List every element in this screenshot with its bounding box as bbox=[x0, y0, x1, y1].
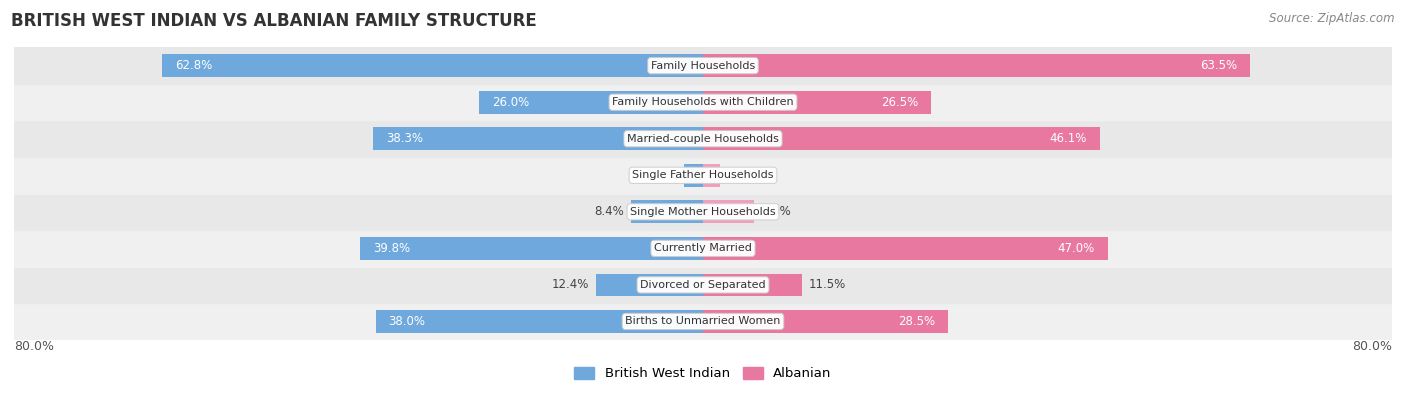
Text: Family Households: Family Households bbox=[651, 61, 755, 71]
Text: 38.3%: 38.3% bbox=[387, 132, 423, 145]
Text: 2.2%: 2.2% bbox=[647, 169, 678, 182]
Text: 8.4%: 8.4% bbox=[593, 205, 624, 218]
Bar bbox=[14, 303, 1392, 340]
Bar bbox=[703, 55, 1250, 77]
Bar bbox=[596, 274, 703, 296]
Text: 47.0%: 47.0% bbox=[1057, 242, 1095, 255]
Legend: British West Indian, Albanian: British West Indian, Albanian bbox=[569, 362, 837, 386]
Text: 26.5%: 26.5% bbox=[882, 96, 918, 109]
Bar bbox=[703, 237, 1108, 260]
Text: 46.1%: 46.1% bbox=[1050, 132, 1087, 145]
Bar bbox=[703, 128, 1099, 150]
Bar bbox=[703, 310, 949, 333]
Text: 2.0%: 2.0% bbox=[727, 169, 756, 182]
Text: Family Households with Children: Family Households with Children bbox=[612, 97, 794, 107]
Text: 80.0%: 80.0% bbox=[1353, 340, 1392, 353]
Bar bbox=[14, 157, 1392, 194]
Text: Single Father Households: Single Father Households bbox=[633, 170, 773, 180]
Text: Single Mother Households: Single Mother Households bbox=[630, 207, 776, 217]
Bar bbox=[703, 164, 720, 186]
Bar bbox=[703, 201, 754, 223]
Text: Married-couple Households: Married-couple Households bbox=[627, 134, 779, 144]
Bar bbox=[14, 84, 1392, 120]
Text: 38.0%: 38.0% bbox=[388, 315, 426, 328]
Text: 63.5%: 63.5% bbox=[1199, 59, 1237, 72]
Text: Births to Unmarried Women: Births to Unmarried Women bbox=[626, 316, 780, 326]
Bar bbox=[703, 274, 801, 296]
Text: 62.8%: 62.8% bbox=[176, 59, 212, 72]
Bar bbox=[479, 91, 703, 113]
Bar bbox=[14, 194, 1392, 230]
Text: 80.0%: 80.0% bbox=[14, 340, 53, 353]
Bar bbox=[373, 128, 703, 150]
Bar bbox=[360, 237, 703, 260]
Text: Currently Married: Currently Married bbox=[654, 243, 752, 253]
Bar bbox=[14, 120, 1392, 157]
Text: 5.9%: 5.9% bbox=[761, 205, 790, 218]
Text: Divorced or Separated: Divorced or Separated bbox=[640, 280, 766, 290]
Text: 28.5%: 28.5% bbox=[898, 315, 935, 328]
Bar bbox=[14, 230, 1392, 267]
Bar bbox=[162, 55, 703, 77]
Text: 39.8%: 39.8% bbox=[373, 242, 411, 255]
Bar bbox=[14, 47, 1392, 84]
Text: 26.0%: 26.0% bbox=[492, 96, 529, 109]
Bar bbox=[375, 310, 703, 333]
Bar bbox=[685, 164, 703, 186]
Text: 11.5%: 11.5% bbox=[808, 278, 846, 292]
Text: 12.4%: 12.4% bbox=[553, 278, 589, 292]
Bar bbox=[14, 267, 1392, 303]
Bar bbox=[631, 201, 703, 223]
Bar bbox=[703, 91, 931, 113]
Text: BRITISH WEST INDIAN VS ALBANIAN FAMILY STRUCTURE: BRITISH WEST INDIAN VS ALBANIAN FAMILY S… bbox=[11, 12, 537, 30]
Text: Source: ZipAtlas.com: Source: ZipAtlas.com bbox=[1270, 12, 1395, 25]
